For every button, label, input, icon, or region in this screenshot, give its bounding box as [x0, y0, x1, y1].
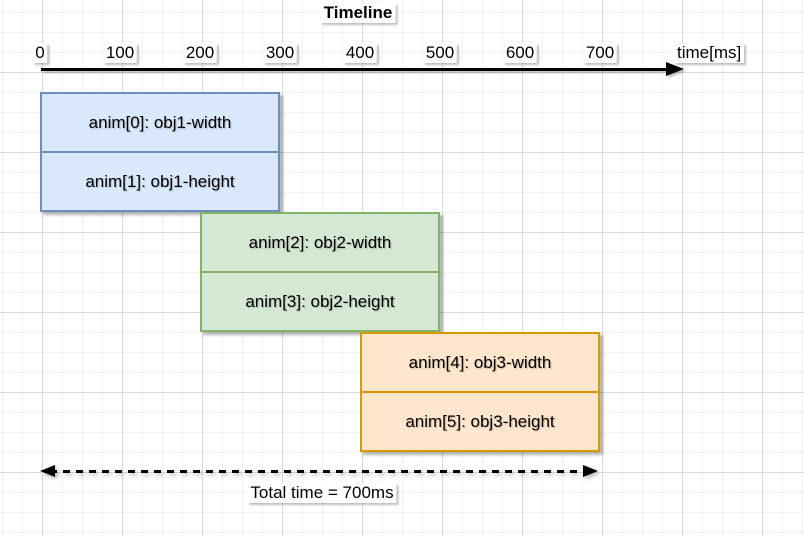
anim-row-4[interactable]: anim[4]: obj3-width: [362, 334, 598, 391]
diagram-title[interactable]: Timeline: [320, 3, 396, 23]
anim-row-label: anim[4]: obj3-width: [408, 352, 552, 372]
total-time-label[interactable]: Total time = 700ms: [247, 483, 397, 503]
anim-row-1[interactable]: anim[1]: obj1-height: [42, 151, 278, 210]
anim-row-5[interactable]: anim[5]: obj3-height: [362, 391, 598, 450]
axis-arrowhead-icon: [666, 62, 684, 76]
arrow-left-icon: [40, 465, 55, 477]
dashed-line: [50, 470, 588, 473]
axis-tick-500: 500: [422, 43, 458, 63]
axis-tick-400: 400: [342, 43, 378, 63]
time-axis-line[interactable]: [41, 68, 671, 71]
axis-tick-200: 200: [182, 43, 218, 63]
anim-group-obj2[interactable]: anim[2]: obj2-width anim[3]: obj2-height: [200, 212, 440, 332]
axis-tick-0: 0: [32, 43, 48, 63]
axis-tick-300: 300: [262, 43, 298, 63]
total-time-arrow[interactable]: [40, 465, 598, 478]
anim-row-label: anim[5]: obj3-height: [405, 411, 555, 431]
anim-row-label: anim[2]: obj2-width: [248, 232, 392, 252]
axis-tick-700: 700: [582, 43, 618, 63]
anim-row-label: anim[3]: obj2-height: [245, 291, 395, 311]
anim-group-obj1[interactable]: anim[0]: obj1-width anim[1]: obj1-height: [40, 92, 280, 212]
axis-tick-600: 600: [502, 43, 538, 63]
arrow-right-icon: [583, 465, 598, 477]
anim-row-3[interactable]: anim[3]: obj2-height: [202, 271, 438, 330]
axis-unit-label: time[ms]: [674, 43, 745, 63]
anim-row-2[interactable]: anim[2]: obj2-width: [202, 214, 438, 271]
anim-row-0[interactable]: anim[0]: obj1-width: [42, 94, 278, 151]
anim-group-obj3[interactable]: anim[4]: obj3-width anim[5]: obj3-height: [360, 332, 600, 452]
anim-row-label: anim[1]: obj1-height: [85, 171, 235, 191]
anim-row-label: anim[0]: obj1-width: [88, 112, 232, 132]
axis-tick-100: 100: [102, 43, 138, 63]
